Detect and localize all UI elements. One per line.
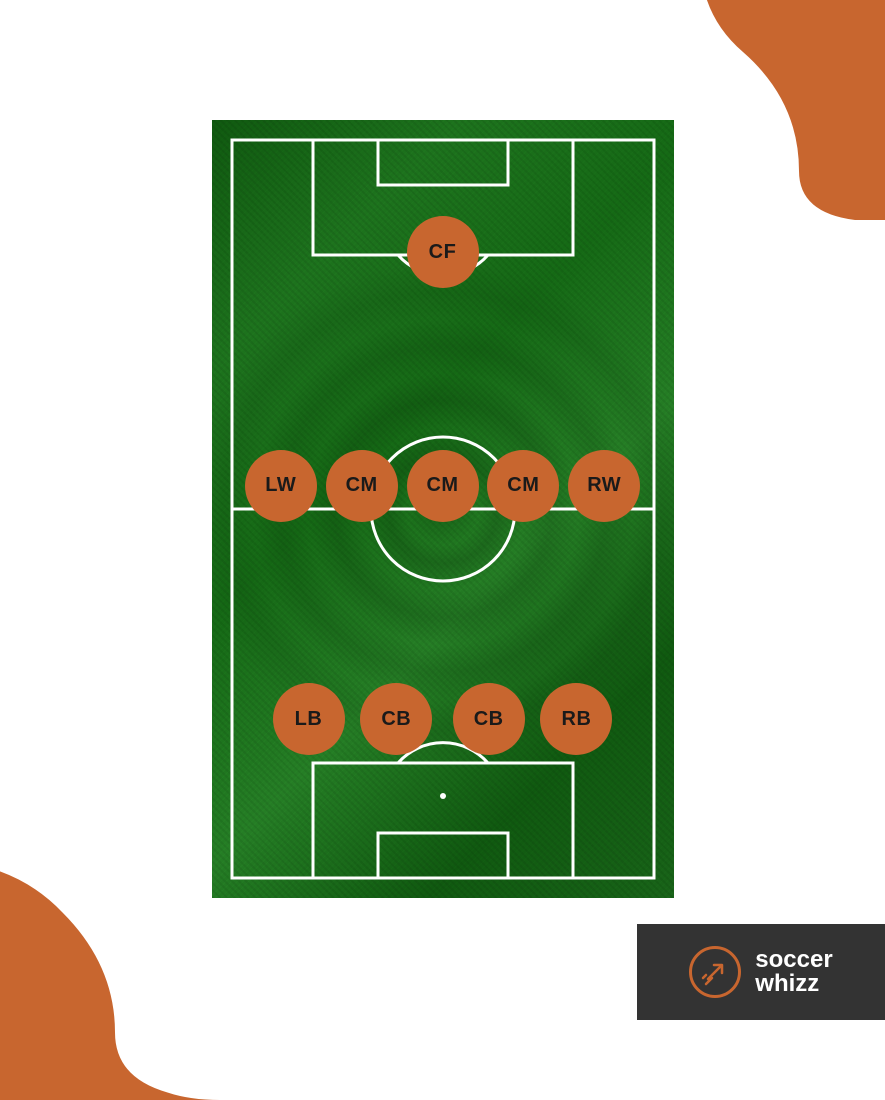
goal-box-bottom: [378, 833, 508, 878]
penalty-spot-bottom: [440, 793, 446, 799]
decorative-blob-bottom: [0, 800, 220, 1100]
brand-name: soccer whizz: [755, 948, 832, 996]
soccerwhizz-icon: [689, 946, 741, 998]
player-lb-6: LB: [273, 683, 345, 755]
player-cb-8: CB: [453, 683, 525, 755]
player-rw-5: RW: [568, 450, 640, 522]
player-cf-0: CF: [407, 216, 479, 288]
penalty-box-bottom: [313, 763, 573, 878]
soccer-field: CFLWCMCMCMRWLBCBCBRB: [212, 120, 674, 898]
decorative-blob-top: [645, 0, 885, 220]
brand-line2: whizz: [755, 972, 832, 996]
player-cm-4: CM: [487, 450, 559, 522]
blob-shape: [0, 860, 220, 1100]
blob-shape: [700, 0, 885, 220]
player-rb-9: RB: [540, 683, 612, 755]
brand-logo: soccer whizz: [637, 924, 885, 1020]
rocket-icon: [700, 957, 730, 987]
goal-box-top: [378, 140, 508, 185]
player-lw-1: LW: [245, 450, 317, 522]
player-cm-3: CM: [407, 450, 479, 522]
player-cm-2: CM: [326, 450, 398, 522]
player-cb-7: CB: [360, 683, 432, 755]
field-surface: CFLWCMCMCMRWLBCBCBRB: [212, 120, 674, 898]
brand-line1: soccer: [755, 948, 832, 972]
